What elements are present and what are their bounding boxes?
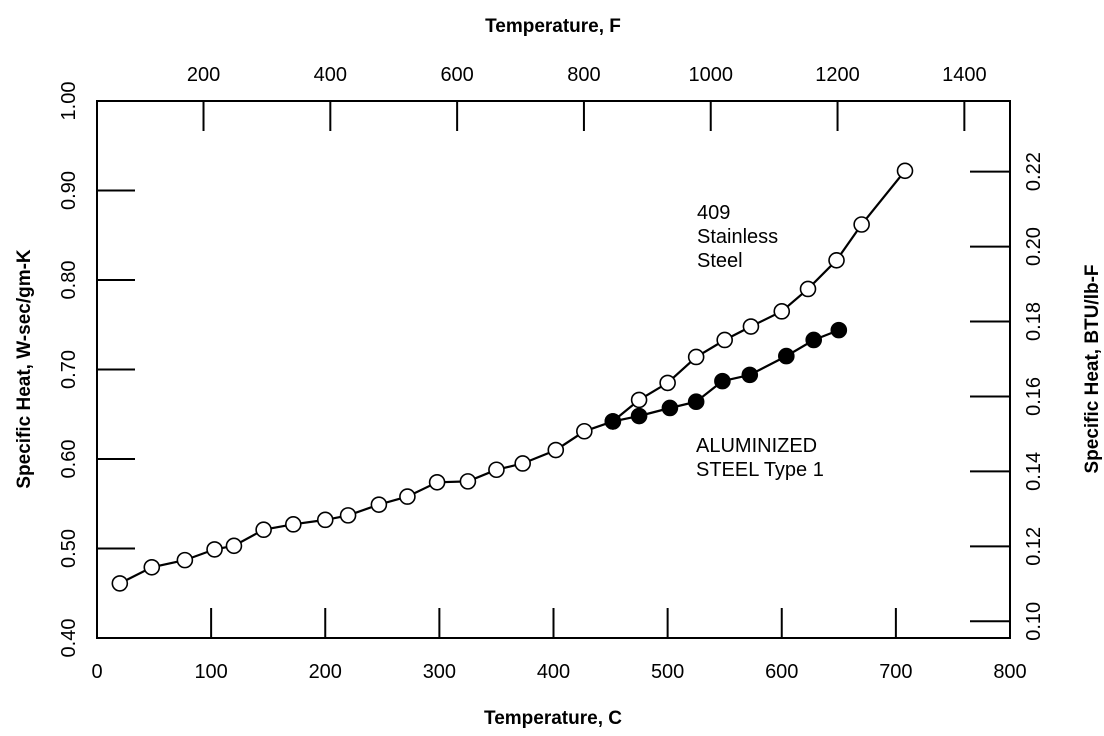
series-markers: [111, 162, 914, 592]
data-point-aluminized: [830, 321, 848, 339]
x-bottom-tick-label: 300: [423, 661, 456, 683]
x-bottom-tick-label: 500: [651, 661, 684, 683]
x-bottom-tick-label: 200: [309, 661, 342, 683]
x-bottom-tick-label: 600: [765, 661, 798, 683]
axis-ticks: [96, 100, 1011, 639]
annotation-aluminized-steel: ALUMINIZED STEEL Type 1: [696, 435, 824, 481]
data-point-409-stainless: [143, 558, 161, 576]
y-right-tick-label: 0.14: [1023, 452, 1045, 491]
y-left-axis-title: Specific Heat, W-sec/gm-K: [14, 249, 35, 489]
x-bottom-tick-label: 700: [879, 661, 912, 683]
data-point-aluminized: [805, 331, 823, 349]
x-top-tick-label: 1200: [815, 64, 860, 86]
y-right-axis-title: Specific Heat, BTU/lb-F: [1082, 264, 1103, 473]
plot-frame: [96, 100, 1011, 639]
y-right-tick-label: 0.18: [1023, 302, 1045, 341]
data-point-409-stainless: [488, 461, 505, 479]
y-left-tick-label: 1.00: [58, 82, 80, 121]
x-top-tick-label: 1400: [942, 64, 987, 86]
data-point-409-stainless: [284, 516, 302, 533]
data-point-409-stainless: [370, 496, 388, 513]
data-point-409-stainless: [799, 280, 817, 298]
series-409-stainless-line: [119, 170, 906, 585]
y-right-tick-label: 0.20: [1023, 227, 1045, 266]
annotation-line: Stainless: [697, 226, 778, 248]
data-point-409-stainless: [896, 162, 914, 180]
data-point-aluminized: [630, 407, 648, 425]
data-point-409-stainless: [339, 507, 357, 524]
data-point-aluminized: [778, 347, 795, 365]
data-point-409-stainless: [687, 348, 705, 366]
data-point-aluminized: [604, 413, 622, 430]
annotation-line: 409: [697, 202, 730, 224]
tick-labels: 0 100 200 300 400 500 600 700 800 200 400 600 800 100…: [58, 64, 1045, 683]
y-left-tick-label: 0.70: [58, 350, 80, 389]
data-point-409-stainless: [514, 455, 531, 472]
x-top-tick-label: 800: [567, 64, 600, 86]
data-point-aluminized: [741, 366, 759, 384]
data-point-409-stainless: [716, 331, 733, 349]
x-top-tick-label: 400: [314, 64, 347, 86]
y-left-tick-label: 0.80: [58, 261, 80, 300]
x-top-tick-label: 200: [187, 64, 220, 86]
data-point-409-stainless: [399, 488, 416, 505]
x-top-tick-label: 600: [440, 64, 473, 86]
annotation-409-stainless: 409 Stainless Steel: [697, 202, 784, 272]
data-point-aluminized: [687, 393, 705, 411]
y-left-tick-label: 0.90: [58, 171, 80, 210]
data-point-409-stainless: [428, 473, 446, 491]
data-point-409-stainless: [255, 521, 272, 539]
x-bottom-tick-label: 0: [91, 661, 102, 683]
data-point-409-stainless: [316, 511, 334, 529]
x-bottom-tick-label: 800: [993, 661, 1026, 683]
data-point-409-stainless: [659, 374, 676, 392]
y-left-tick-label: 0.50: [58, 529, 80, 568]
x-bottom-tick-label: 100: [194, 661, 227, 683]
data-point-409-stainless: [773, 303, 791, 320]
series-lines: [119, 170, 906, 585]
y-left-tick-label: 0.40: [58, 619, 80, 658]
data-point-aluminized: [714, 372, 731, 390]
data-point-409-stainless: [853, 216, 870, 233]
data-point-aluminized: [661, 399, 679, 417]
annotation-line: Steel: [697, 250, 743, 272]
data-point-409-stainless: [111, 575, 129, 592]
data-point-409-stainless: [225, 537, 243, 555]
data-point-409-stainless: [630, 391, 648, 409]
y-left-tick-label: 0.60: [58, 440, 80, 479]
annotation-line: STEEL Type 1: [696, 459, 824, 481]
y-right-tick-label: 0.10: [1023, 602, 1045, 641]
x-top-axis-title: Temperature, F: [485, 16, 621, 37]
x-bottom-tick-label: 400: [537, 661, 570, 683]
annotation-line: ALUMINIZED: [696, 435, 817, 457]
data-point-409-stainless: [828, 252, 845, 269]
data-point-409-stainless: [206, 541, 223, 558]
data-point-409-stainless: [547, 441, 565, 459]
y-right-tick-label: 0.22: [1023, 152, 1045, 191]
y-right-tick-label: 0.12: [1023, 527, 1045, 566]
x-bottom-axis-title: Temperature, C: [484, 708, 622, 729]
data-point-409-stainless: [176, 551, 194, 569]
data-point-409-stainless: [576, 422, 593, 440]
data-point-409-stainless: [459, 473, 477, 490]
data-point-409-stainless: [742, 318, 760, 335]
x-top-tick-label: 1000: [688, 64, 733, 86]
y-right-tick-label: 0.16: [1023, 377, 1045, 416]
